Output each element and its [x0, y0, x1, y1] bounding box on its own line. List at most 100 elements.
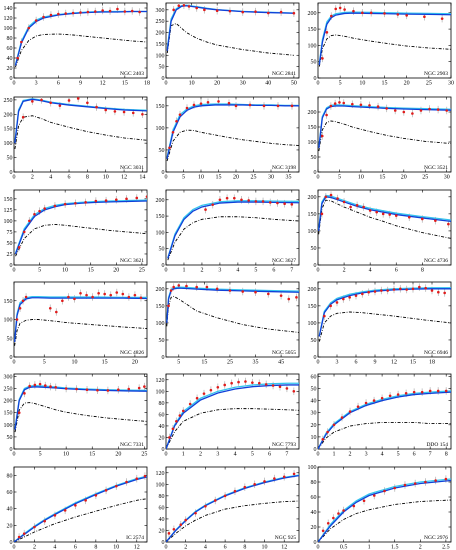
y-tick-label: 0	[162, 76, 165, 82]
data-point	[334, 7, 338, 11]
data-point	[419, 109, 423, 112]
data-point	[362, 499, 366, 503]
data-point	[282, 475, 286, 479]
y-tick-label: 140	[4, 6, 13, 12]
data-point	[430, 289, 434, 292]
x-tick-label: 7	[429, 452, 432, 458]
data-point	[195, 6, 198, 10]
data-point	[320, 134, 324, 138]
data-point	[28, 384, 31, 388]
chart-panel: 0 3 6 9 12 15 18 0 20 40 60 80 100 120 140 NGC 2403	[4, 2, 150, 87]
stellar-curve	[166, 295, 299, 333]
data-point	[423, 15, 426, 18]
x-tick-label: 30	[448, 81, 454, 87]
plot-frame	[13, 373, 148, 450]
chart-panel: 0 1 2 3 4 5 6 7 0 20 40 60 80 100 120 NGC 7793	[156, 373, 300, 458]
stellar-curve	[15, 223, 147, 257]
data-point	[135, 196, 139, 200]
y-tick-label: 40	[159, 424, 165, 430]
x-tick-label: 10	[63, 452, 69, 458]
x-tick-label: 18	[144, 81, 150, 87]
fit-curve-cyan	[14, 384, 147, 429]
data-point	[396, 13, 400, 16]
data-point	[399, 287, 402, 291]
y-tick-label: 0	[314, 263, 317, 269]
x-tick-label: 12	[391, 360, 397, 366]
data-point	[38, 209, 41, 213]
x-tick-label: 4	[204, 545, 207, 550]
x-tick-label: 2.5	[442, 545, 450, 550]
plot-area	[318, 191, 451, 239]
data-point	[268, 201, 272, 204]
stellar-curve	[166, 408, 299, 449]
data-point	[434, 219, 437, 222]
y-tick-label: 250	[4, 387, 13, 393]
y-tick-label: 150	[156, 42, 165, 48]
fit-curve-cyan	[318, 11, 451, 64]
fit-curve-blue	[166, 287, 299, 323]
data-point	[321, 438, 325, 441]
data-point	[368, 209, 372, 212]
y-tick-label: 0	[314, 540, 317, 546]
y-tick-label: 0	[10, 447, 13, 453]
data-point	[292, 11, 296, 15]
data-point	[22, 532, 26, 535]
plot-area	[166, 3, 296, 56]
y-tick-label: 10	[311, 435, 317, 441]
y-tick-label: 150	[4, 299, 13, 305]
data-point	[94, 199, 98, 203]
chart-panel: 0 2 4 6 8 10 12 14 0 50 100 150 200 250 NGC 3031	[4, 96, 148, 181]
data-point	[17, 411, 21, 415]
y-tick-label: 50	[159, 338, 165, 344]
y-tick-label: 150	[308, 27, 317, 33]
data-point	[342, 297, 345, 301]
data-point	[444, 389, 448, 393]
x-tick-label: 18	[429, 360, 435, 366]
x-tick-label: 35	[253, 360, 259, 366]
fit-curve-blue	[318, 12, 451, 66]
y-tick-label: 100	[156, 389, 165, 395]
data-point	[53, 204, 57, 208]
data-point	[223, 383, 227, 387]
data-point	[33, 212, 36, 216]
data-point	[177, 284, 181, 287]
x-tick-label: 5	[251, 452, 254, 458]
data-point	[67, 99, 71, 102]
x-tick-label: 0	[317, 268, 320, 274]
y-tick-label: 50	[311, 155, 317, 161]
galaxy-name-label: NGC 3521	[424, 165, 448, 171]
stellar-curve	[318, 499, 451, 542]
y-tick-label: 50	[159, 247, 165, 253]
data-point	[388, 394, 392, 398]
y-tick-label: 20	[7, 66, 13, 72]
x-tick-label: 20	[233, 175, 239, 181]
fit-curve-blue	[14, 200, 147, 255]
data-point	[67, 295, 70, 299]
chart-panel: 5 15 25 35 45 0 50 100 150 200 NGC 5055	[156, 281, 300, 366]
data-point	[179, 523, 183, 526]
x-tick-label: 4	[49, 175, 52, 181]
data-point	[175, 119, 178, 123]
data-point	[23, 392, 26, 395]
y-tick-label: 100	[4, 423, 13, 429]
x-tick-label: 5	[338, 175, 341, 181]
data-point	[251, 381, 254, 384]
data-point	[364, 401, 368, 405]
fit-curve-blue	[318, 391, 451, 449]
data-point	[276, 201, 279, 205]
data-point	[324, 195, 328, 199]
x-tick-label: 12	[100, 81, 106, 87]
x-tick-label: 6	[395, 268, 398, 274]
x-tick-label: 8	[421, 268, 424, 274]
data-point	[103, 292, 106, 296]
x-tick-label: 25	[139, 268, 145, 274]
data-point	[58, 104, 62, 107]
x-tick-label: 3	[35, 81, 38, 87]
y-tick-label: 150	[4, 197, 13, 203]
x-tick-label: 0.5	[340, 545, 348, 550]
data-point	[20, 40, 23, 44]
x-tick-label: 35	[286, 175, 292, 181]
x-tick-label: 3	[218, 268, 221, 274]
